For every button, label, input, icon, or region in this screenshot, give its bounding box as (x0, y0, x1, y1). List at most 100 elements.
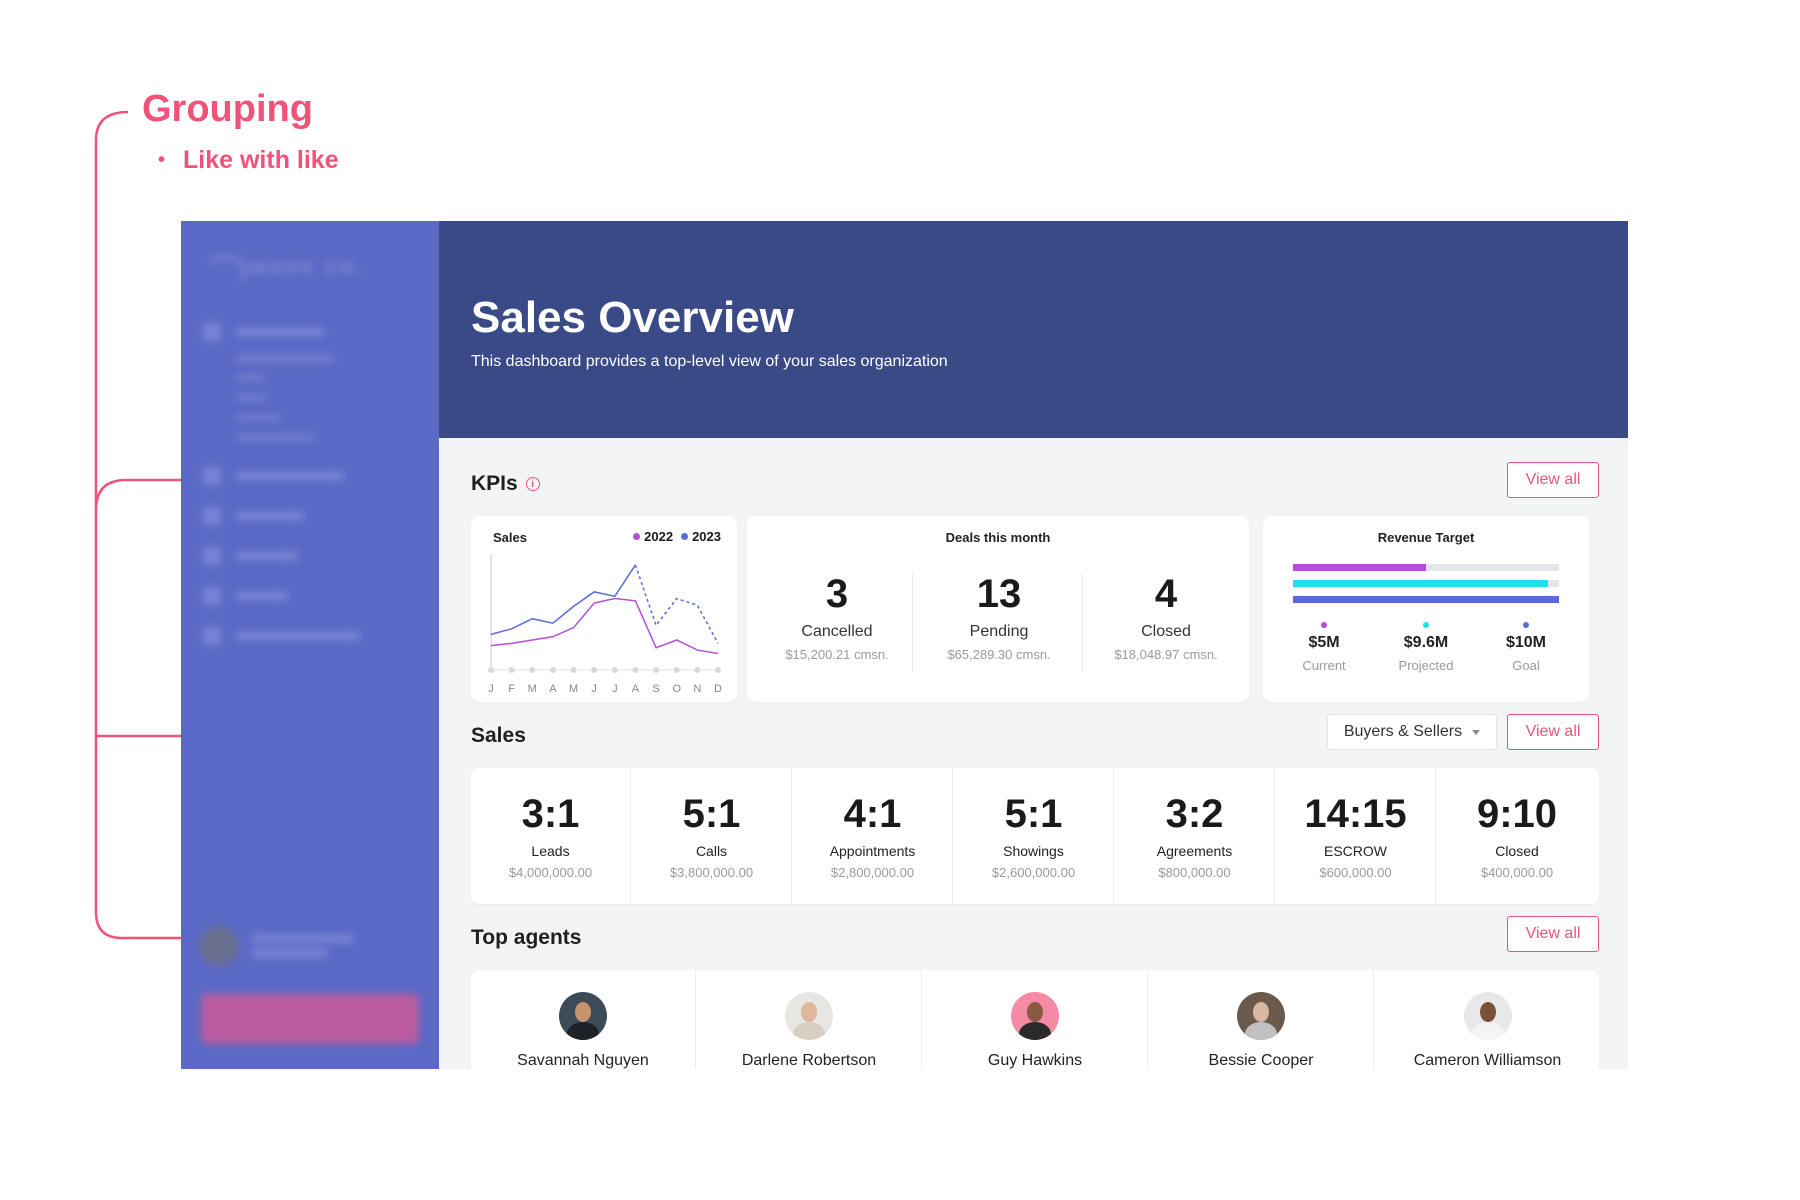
agent-name: Cameron Williamson (1413, 1052, 1562, 1069)
sidebar: wave co. (181, 221, 439, 1069)
bar-fill (1293, 564, 1426, 571)
deal-closed: 4 Closed $18,048.97 cmsn. (1083, 572, 1249, 662)
caret-down-icon (1472, 729, 1481, 735)
agent-name: Savannah Nguyen (517, 1052, 649, 1069)
deal-count: 4 (1154, 572, 1178, 616)
ratio-amount: $2,600,000.00 (991, 865, 1076, 880)
deals-card: Deals this month 3 Cancelled $15,200.21 … (747, 516, 1249, 702)
sidebar-item[interactable] (203, 505, 305, 527)
revenue-bar-goal (1293, 596, 1559, 603)
ratio-value: 9:10 (1476, 792, 1558, 836)
ratio-value: 3:2 (1165, 792, 1224, 836)
sidebar-user[interactable] (199, 926, 355, 966)
ratio-closed: 9:10 Closed $400,000.00 (1437, 768, 1597, 904)
divider (912, 574, 913, 672)
bar-fill (1293, 596, 1559, 603)
page-subtitle: This dashboard provides a top-level view… (471, 353, 948, 370)
agent-card[interactable]: Bessie Cooper (1149, 970, 1374, 1069)
series-line-2022 (490, 597, 719, 655)
kpis-view-all-button[interactable]: View all (1507, 462, 1599, 498)
ratio-amount: $4,000,000.00 (508, 865, 593, 880)
sidebar-subitem[interactable] (235, 414, 281, 421)
divider (1082, 574, 1083, 672)
revenue-label: Projected (1398, 658, 1454, 673)
deal-label: Pending (969, 623, 1029, 640)
series-line-2023 (490, 564, 637, 636)
revenue-current: $5M Current (1279, 622, 1369, 673)
sidebar-item[interactable] (203, 625, 361, 647)
top-agents-title: Top agents (471, 926, 582, 949)
sales-view-all-button[interactable]: View all (1507, 714, 1599, 750)
dropdown-value: Buyers & Sellers (1343, 723, 1463, 740)
annotation-bullet: • Like with like (158, 146, 339, 175)
sidebar-blurred-content: wave co. (181, 221, 439, 1069)
x-tick-label: N (693, 683, 701, 695)
x-tick-marker (508, 667, 515, 673)
wave-logo-icon (203, 255, 247, 287)
app-window: wave co. Sales Overview This dashboard p… (181, 221, 1628, 1069)
annotation-title: Grouping (142, 88, 313, 130)
ratio-calls: 5:1 Calls $3,800,000.00 (632, 768, 792, 904)
deal-cancelled: 3 Cancelled $15,200.21 cmsn. (747, 572, 927, 662)
ratio-amount: $400,000.00 (1480, 865, 1554, 880)
ratio-showings: 5:1 Showings $2,600,000.00 (954, 768, 1114, 904)
sidebar-item[interactable] (203, 545, 299, 567)
sidebar-item-dashboard[interactable] (203, 321, 325, 343)
deal-pending: 13 Pending $65,289.30 cmsn. (913, 572, 1085, 662)
top-agents-section-title: Top agents (471, 926, 581, 950)
ratio-name: Closed (1495, 843, 1539, 859)
x-tick-label: A (549, 683, 557, 695)
agent-name: Darlene Robertson (741, 1052, 877, 1069)
avatar (1237, 992, 1285, 1040)
sidebar-subitem[interactable] (235, 374, 265, 381)
revenue-projected: $9.6M Projected (1381, 622, 1471, 673)
dot-icon (1321, 622, 1327, 628)
x-tick-marker (570, 667, 577, 673)
legend-item-2022: 2022 (633, 529, 673, 544)
avatar (1463, 992, 1512, 1040)
page-header: Sales Overview This dashboard provides a… (439, 221, 1628, 438)
x-tick-marker (529, 667, 536, 673)
ratio-value: 5:1 (682, 792, 741, 836)
ratio-value: 4:1 (843, 792, 902, 836)
agent-card[interactable]: Savannah Nguyen (471, 970, 696, 1069)
agent-card[interactable]: Darlene Robertson (697, 970, 922, 1069)
agent-card[interactable]: Guy Hawkins (923, 970, 1148, 1069)
sidebar-item[interactable] (203, 585, 289, 607)
top-agents-view-all-button[interactable]: View all (1507, 916, 1599, 952)
sidebar-subitem[interactable] (235, 394, 267, 401)
ratio-name: ESCROW (1324, 843, 1387, 859)
sales-section-title: Sales (471, 724, 526, 748)
deal-label: Cancelled (801, 623, 873, 640)
annotation-bullet-text: Like with like (183, 146, 339, 174)
revenue-bar-current (1293, 564, 1559, 571)
series-projection-2023 (634, 564, 719, 644)
sidebar-item[interactable] (203, 465, 345, 487)
deal-commission: $18,048.97 cmsn. (1114, 647, 1218, 662)
info-icon[interactable]: i (525, 477, 540, 491)
dot-icon (1523, 622, 1529, 628)
ratio-agreements: 3:2 Agreements $800,000.00 (1115, 768, 1275, 904)
ratio-amount: $2,800,000.00 (830, 865, 915, 880)
sidebar-subitem[interactable] (235, 434, 315, 441)
agent-card[interactable]: Cameron Williamson (1375, 970, 1600, 1069)
grid-icon (203, 323, 221, 341)
buyers-sellers-dropdown[interactable]: Buyers & Sellers (1327, 714, 1497, 750)
sign-out-button[interactable] (201, 994, 419, 1044)
x-tick-marker (694, 667, 701, 673)
chart-legend: 2022 2023 (633, 529, 721, 544)
ratio-name: Appointments (829, 843, 916, 859)
deal-commission: $65,289.30 cmsn. (947, 647, 1051, 662)
ratio-name: Agreements (1156, 843, 1233, 859)
ratio-value: 14:15 (1304, 792, 1407, 836)
logo: wave co. (203, 249, 373, 287)
bullet-dot-icon: • (158, 149, 166, 171)
ratio-name: Calls (695, 843, 728, 859)
ratio-amount: $800,000.00 (1158, 865, 1231, 880)
dot-icon (1423, 622, 1429, 628)
sidebar-subitem[interactable] (235, 354, 335, 363)
sales-chart-label: Sales (493, 530, 527, 545)
x-tick-label: S (652, 683, 659, 695)
avatar (559, 992, 607, 1040)
x-tick-label: O (672, 683, 681, 695)
